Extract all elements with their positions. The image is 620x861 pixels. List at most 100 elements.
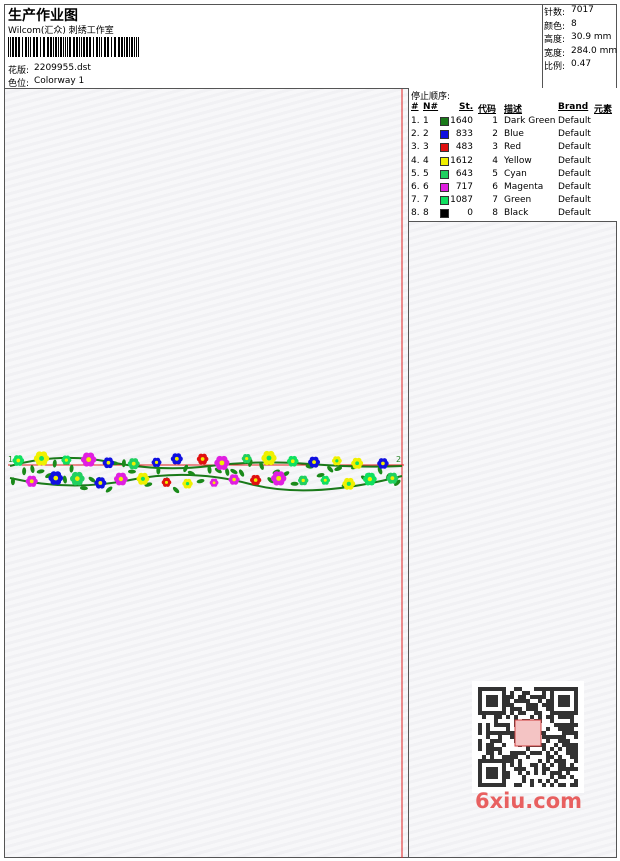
row-index: 7. [411,195,420,206]
info-value: 30.9 mm [571,32,612,42]
qr-module [574,695,578,699]
barcode-bar [36,37,38,57]
qr-module [478,775,482,779]
qr-module [506,723,510,727]
qr-module [486,699,490,703]
flower-center [266,455,272,461]
qr-module [510,707,514,711]
barcode-bar [28,37,29,57]
qr-module [550,715,554,719]
qr-module [570,723,574,727]
qr-module [486,731,490,735]
qr-module [506,755,510,759]
qr-module [498,747,502,751]
info-label: 高度: [544,35,566,45]
qr-module [570,715,574,719]
qr-module [490,755,494,759]
qr-module [542,771,546,775]
qr-module [566,699,570,703]
flower-center [185,482,190,486]
qr-module [534,771,538,775]
qr-module [546,779,550,783]
flower-center [74,476,80,481]
qr-module [566,695,570,699]
qr-logo [514,719,542,747]
leaf [127,469,136,474]
barcode-bar [96,37,98,57]
qr-module [566,743,570,747]
qr-module [574,783,578,787]
color-swatch [440,156,449,166]
barcode-bar [10,37,11,57]
qr-module [558,723,562,727]
leaf [79,486,88,491]
barcode-bar [47,37,49,57]
leaf [230,468,238,475]
qr-module [478,703,482,707]
qr-module [566,739,570,743]
qr-module [522,751,526,755]
qr-module [566,747,570,751]
info-value: 284.0 mm [571,45,618,56]
qr-module [558,767,562,771]
qr-module [518,763,522,767]
qr-module [518,707,522,711]
qr-module [494,723,498,727]
qr-module [482,687,486,691]
row-brand: Default [558,116,591,126]
qr-module [534,751,538,755]
qr-module [570,711,574,715]
barcode-bar [76,37,78,57]
qr-module [506,695,510,699]
qr-module [546,767,550,771]
qr-module [518,771,522,775]
qr-module [574,691,578,695]
qr-module [574,735,578,739]
qr-module [506,731,510,735]
flower-center [323,478,327,482]
qr-module [558,783,562,787]
qr-module [494,739,498,743]
qr-module [498,711,502,715]
leaf [172,486,180,494]
flower-center [367,476,373,482]
barcode-bar [111,37,112,57]
column-header th: N# [423,102,439,112]
qr-module [574,703,578,707]
qr-module [562,763,566,767]
qr-module [478,711,482,715]
flower-center [53,475,59,481]
row-index: 6. [411,182,420,192]
qr-module [566,703,570,707]
column-header th: Brand [558,102,589,112]
qr-module [478,771,482,775]
qr-module [486,687,490,691]
color-swatch [440,196,449,206]
qr-module [502,703,506,707]
color-swatch [440,117,449,126]
qr-module [494,687,498,691]
barcode-bar [101,37,102,57]
qr-module [502,707,506,711]
header [4,4,617,89]
qr-module [554,735,558,739]
row-stitches: 0 [467,208,473,219]
row-index: 3. [411,142,420,153]
design-marker: 1 [8,455,13,464]
qr-module [558,771,562,775]
qr-module [550,763,554,767]
qr-module [494,747,498,751]
qr-module [566,767,570,771]
row-description: Green [504,195,532,206]
qr-module [530,707,534,711]
flower-center [212,481,216,485]
qr-module [550,695,554,699]
qr-module [538,695,542,699]
qr-module [562,783,566,787]
qr-module [510,763,514,767]
qr-module [546,739,550,743]
qr-module [538,711,542,715]
column-header th: # [411,102,419,112]
flower-center [86,457,92,463]
qr-module [574,723,578,727]
